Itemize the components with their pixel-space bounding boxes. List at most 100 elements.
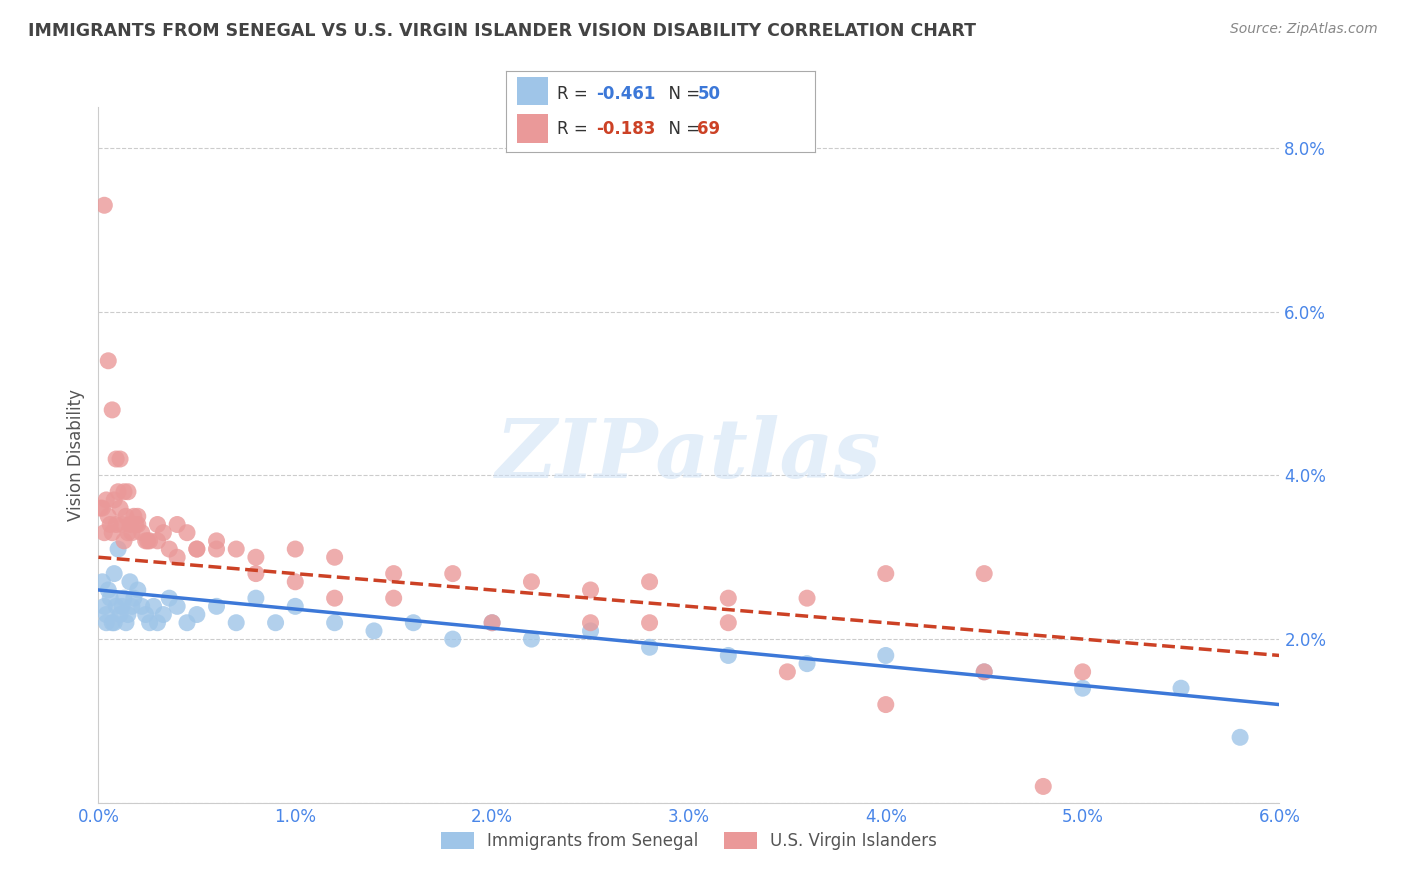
Point [135,607,157,622]
Point [112,591,135,606]
Point [117,484,139,499]
Text: 50: 50 [697,85,720,103]
Point [112,533,135,548]
Point [97,582,120,597]
Point [96,492,118,507]
Point [112,484,135,499]
Point [111,599,134,614]
Point [96,615,118,630]
Point [103,566,125,581]
Text: R =: R = [557,120,593,138]
Point [973,566,995,581]
Point [91,501,114,516]
Point [122,591,145,606]
Point [481,615,503,630]
Point [796,657,818,671]
Point [796,591,818,606]
Point [115,509,138,524]
Text: R =: R = [557,85,593,103]
Point [122,509,145,524]
Point [93,525,115,540]
Point [157,542,180,557]
Point [127,509,149,524]
Text: Source: ZipAtlas.com: Source: ZipAtlas.com [1230,22,1378,37]
Point [105,599,128,614]
Text: -0.461: -0.461 [596,85,655,103]
Point [103,615,125,630]
Point [579,624,602,638]
Point [245,591,267,606]
Point [93,599,115,614]
Point [97,353,120,368]
Point [138,533,160,548]
Point [101,525,124,540]
Point [264,615,287,630]
Point [115,615,138,630]
Point [121,599,143,614]
Text: -0.183: -0.183 [596,120,655,138]
Point [973,665,995,679]
Point [89,501,111,516]
Point [96,607,118,622]
Point [284,574,307,589]
Text: 69: 69 [697,120,720,138]
Point [103,492,125,507]
Point [245,550,267,565]
Point [131,599,153,614]
Text: ZIPatlas: ZIPatlas [496,415,882,495]
Point [108,452,131,467]
Point [284,599,307,614]
Point [117,525,139,540]
Point [91,574,114,589]
Point [118,517,141,532]
Point [108,501,131,516]
Point [1032,780,1054,794]
Point [105,452,128,467]
Point [131,525,153,540]
Point [142,599,165,614]
Point [363,624,385,638]
Point [186,542,208,557]
Point [138,615,160,630]
Point [186,542,208,557]
Point [382,591,405,606]
Point [118,574,141,589]
Legend: Immigrants from Senegal, U.S. Virgin Islanders: Immigrants from Senegal, U.S. Virgin Isl… [434,826,943,857]
Point [441,566,464,581]
Point [284,542,307,557]
Point [127,582,149,597]
Point [146,533,169,548]
Point [107,484,129,499]
Text: IMMIGRANTS FROM SENEGAL VS U.S. VIRGIN ISLANDER VISION DISABILITY CORRELATION CH: IMMIGRANTS FROM SENEGAL VS U.S. VIRGIN I… [28,22,976,40]
Point [105,517,128,532]
Point [323,550,346,565]
Point [382,566,405,581]
Point [101,403,124,417]
Point [152,525,174,540]
Point [520,574,543,589]
Point [98,517,121,532]
Point [1229,731,1251,745]
Point [121,525,143,540]
Point [323,615,346,630]
Point [205,542,228,557]
Point [101,615,124,630]
Point [776,665,799,679]
Point [225,542,247,557]
Point [973,665,995,679]
Point [205,533,228,548]
Point [245,566,267,581]
Point [136,533,159,548]
Point [108,607,131,622]
Point [97,509,120,524]
Point [875,648,897,663]
Y-axis label: Vision Disability: Vision Disability [66,389,84,521]
Point [520,632,543,646]
Point [1071,665,1094,679]
Point [481,615,503,630]
Point [323,591,346,606]
Point [717,615,740,630]
Point [176,525,198,540]
Point [176,615,198,630]
Point [225,615,247,630]
